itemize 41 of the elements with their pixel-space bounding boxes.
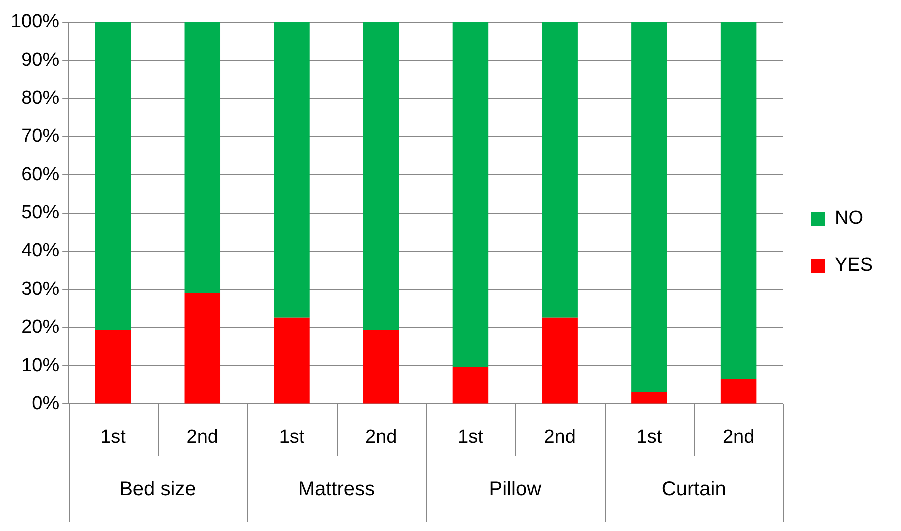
x-tick-label: 2nd — [186, 426, 218, 448]
text: Bed size — [120, 478, 196, 501]
x-tick-label: 1st — [636, 426, 663, 448]
x-tick-label: 1st — [100, 426, 127, 448]
bar — [363, 22, 400, 330]
y-tick-label: 0% — [32, 393, 60, 414]
y-tick-label: 50% — [22, 202, 60, 224]
y-tick-label: 60% — [22, 164, 60, 186]
bar — [632, 22, 668, 392]
y-tick-label: 20% — [22, 317, 60, 338]
y-tick-label: 30% — [22, 278, 60, 300]
legend-label: NO — [834, 208, 864, 230]
bar — [184, 22, 221, 294]
bar — [542, 318, 578, 404]
y-tick-label: 100% — [10, 12, 60, 33]
bar — [452, 367, 489, 404]
bar — [452, 22, 489, 368]
x-tick-label: 1st — [458, 426, 484, 448]
x-tick-label: 2nd — [544, 426, 576, 448]
bar — [274, 22, 310, 318]
bar — [720, 379, 757, 404]
text: Mattress — [298, 478, 376, 501]
bar — [95, 22, 132, 330]
bar — [542, 22, 578, 318]
bar — [184, 293, 221, 404]
y-tick-label: 80% — [22, 88, 60, 109]
text: Pillow — [489, 478, 542, 501]
legend-label: YES — [834, 255, 874, 276]
bar — [632, 392, 668, 404]
y-tick-label: 70% — [22, 126, 60, 148]
x-tick-label: 2nd — [722, 426, 755, 448]
bar — [274, 318, 310, 404]
y-tick-label: 10% — [22, 355, 60, 376]
y-tick-label: 40% — [22, 240, 60, 262]
bar — [95, 330, 132, 404]
bar — [363, 330, 400, 404]
y-tick-label: 90% — [22, 50, 60, 71]
bar — [720, 22, 757, 380]
x-tick-label: 2nd — [366, 426, 398, 448]
text: Curtain — [662, 478, 726, 501]
x-tick-label: 1st — [279, 426, 306, 448]
